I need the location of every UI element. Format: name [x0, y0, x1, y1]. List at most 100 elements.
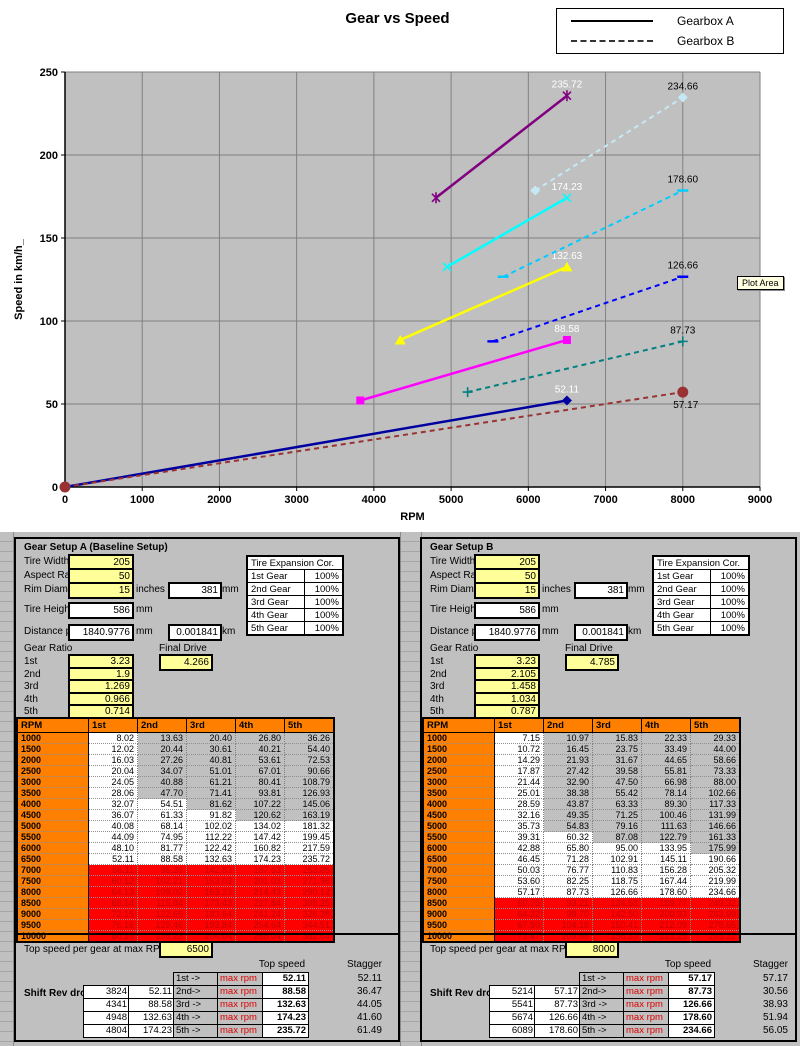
series-line-7[interactable]: [492, 275, 684, 343]
speed-cell[interactable]: 67.90: [494, 919, 544, 931]
speed-cell[interactable]: 102.02: [186, 820, 236, 832]
rpm-cell[interactable]: 5000: [423, 820, 495, 832]
speed-cell[interactable]: 150.41: [592, 919, 642, 931]
speed-cell[interactable]: 65.80: [543, 842, 593, 854]
series-line-6[interactable]: [467, 340, 684, 394]
speed-cell[interactable]: 249.32: [690, 897, 741, 909]
speed-cell[interactable]: 82.25: [543, 875, 593, 887]
speed-cell[interactable]: 61.33: [137, 809, 187, 821]
speed-cell[interactable]: 71.25: [592, 809, 642, 821]
speed-cell[interactable]: 60.12: [88, 875, 138, 887]
rpm-cell[interactable]: 1500: [423, 743, 495, 755]
speed-cell[interactable]: 40.08: [88, 820, 138, 832]
speed-cell[interactable]: 67.01: [235, 765, 285, 777]
shift-drop-cell[interactable]: 5674: [489, 1011, 536, 1025]
speed-cell[interactable]: 142.50: [592, 908, 642, 920]
rpm-cell[interactable]: 1000: [17, 732, 89, 744]
speed-cell[interactable]: 93.21: [543, 897, 593, 909]
speed-cell[interactable]: 80.16: [88, 930, 138, 943]
speed-cell[interactable]: 102.66: [690, 787, 741, 799]
speed-cell[interactable]: 54.51: [137, 798, 187, 810]
rpm-cell[interactable]: 9500: [17, 919, 89, 931]
speed-cell[interactable]: 28.59: [494, 798, 544, 810]
speed-cell[interactable]: 51.01: [186, 765, 236, 777]
rim-mm-value[interactable]: 381: [574, 582, 628, 599]
speed-cell[interactable]: 308.25: [284, 897, 335, 909]
speed-cell[interactable]: 21.93: [543, 754, 593, 766]
aspect_ratio-input[interactable]: 50: [474, 568, 540, 585]
speed-cell[interactable]: 133.95: [641, 842, 691, 854]
speed-cell[interactable]: 74.95: [137, 831, 187, 843]
speed-cell[interactable]: 28.06: [88, 787, 138, 799]
speed-cell[interactable]: 31.67: [592, 754, 642, 766]
speed-cell[interactable]: 112.22: [186, 831, 236, 843]
speed-cell[interactable]: 111.63: [641, 820, 691, 832]
top-speed-cell[interactable]: 87.73: [668, 985, 715, 999]
speed-cell[interactable]: 71.41: [186, 787, 236, 799]
rpm-cell[interactable]: 6500: [17, 853, 89, 865]
speed-cell[interactable]: 104.18: [543, 919, 593, 931]
expansion-percent-cell[interactable]: 100%: [709, 621, 750, 636]
speed-cell[interactable]: 183.64: [186, 908, 236, 920]
distance-mm-value[interactable]: 1840.9776: [474, 624, 540, 641]
rpm-cell[interactable]: 2500: [17, 765, 89, 777]
speed-cell[interactable]: 12.02: [88, 743, 138, 755]
speed-cell[interactable]: 80.41: [235, 776, 285, 788]
speed-cell[interactable]: 44.00: [690, 743, 741, 755]
speed-cell[interactable]: 235.72: [284, 853, 335, 865]
speed-cell[interactable]: 63.33: [592, 798, 642, 810]
speed-cell[interactable]: 205.32: [690, 864, 741, 876]
speed-cell[interactable]: 60.32: [543, 831, 593, 843]
rpm-cell[interactable]: 3000: [423, 776, 495, 788]
speed-cell[interactable]: 134.02: [235, 820, 285, 832]
speed-cell[interactable]: 7.15: [494, 732, 544, 744]
rpm-cell[interactable]: 7000: [423, 864, 495, 876]
rpm-cell[interactable]: 8500: [423, 897, 495, 909]
shift-speed-cell[interactable]: 178.60: [534, 1024, 581, 1038]
speed-cell[interactable]: 47.70: [137, 787, 187, 799]
series-line-1[interactable]: [359, 338, 568, 402]
speed-cell[interactable]: 161.33: [690, 831, 741, 843]
shift-drop-cell[interactable]: 3824: [83, 985, 130, 999]
rpm-cell[interactable]: 2000: [17, 754, 89, 766]
rpm-cell[interactable]: 9500: [423, 919, 495, 931]
speed-cell[interactable]: 115.84: [137, 897, 187, 909]
speed-cell[interactable]: 117.33: [690, 798, 741, 810]
speed-cell[interactable]: 38.38: [543, 787, 593, 799]
rpm-cell[interactable]: 9000: [17, 908, 89, 920]
speed-cell[interactable]: 146.66: [690, 820, 741, 832]
rpm-cell[interactable]: 7500: [423, 875, 495, 887]
speed-cell[interactable]: 126.93: [284, 787, 335, 799]
speed-cell[interactable]: 48.10: [88, 842, 138, 854]
speed-cell[interactable]: 290.12: [284, 886, 335, 898]
speed-cell[interactable]: 167.44: [641, 875, 691, 887]
speed-cell[interactable]: 30.61: [186, 743, 236, 755]
speed-cell[interactable]: 57.17: [494, 886, 544, 898]
speed-cell[interactable]: 145.11: [641, 853, 691, 865]
speed-cell[interactable]: 254.64: [235, 919, 285, 931]
speed-cell[interactable]: 20.04: [88, 765, 138, 777]
speed-cell[interactable]: 120.62: [235, 809, 285, 821]
shift-speed-cell[interactable]: 126.66: [534, 1011, 581, 1025]
speed-cell[interactable]: 46.45: [494, 853, 544, 865]
speed-cell[interactable]: 43.87: [543, 798, 593, 810]
speed-cell[interactable]: 56.11: [88, 864, 138, 876]
distance-mm-value[interactable]: 1840.9776: [68, 624, 134, 641]
rpm-cell[interactable]: 5500: [17, 831, 89, 843]
expansion-percent-cell[interactable]: 100%: [303, 608, 344, 622]
speed-cell[interactable]: 60.75: [494, 897, 544, 909]
rpm-cell[interactable]: 3500: [423, 787, 495, 799]
speed-cell[interactable]: 187.63: [235, 864, 285, 876]
speed-cell[interactable]: 132.63: [186, 853, 236, 865]
speed-cell[interactable]: 326.38: [284, 908, 335, 920]
speed-cell[interactable]: 87.08: [592, 831, 642, 843]
speed-cell[interactable]: 234.66: [690, 886, 741, 898]
speed-cell[interactable]: 91.82: [186, 809, 236, 821]
rim-mm-value[interactable]: 381: [168, 582, 222, 599]
speed-cell[interactable]: 53.60: [494, 875, 544, 887]
shift-speed-cell[interactable]: 174.23: [128, 1024, 175, 1038]
shift-speed-cell[interactable]: 57.17: [534, 985, 581, 999]
rpm-cell[interactable]: 10000: [17, 930, 89, 943]
speed-cell[interactable]: 66.98: [641, 776, 691, 788]
rpm-cell[interactable]: 8000: [423, 886, 495, 898]
